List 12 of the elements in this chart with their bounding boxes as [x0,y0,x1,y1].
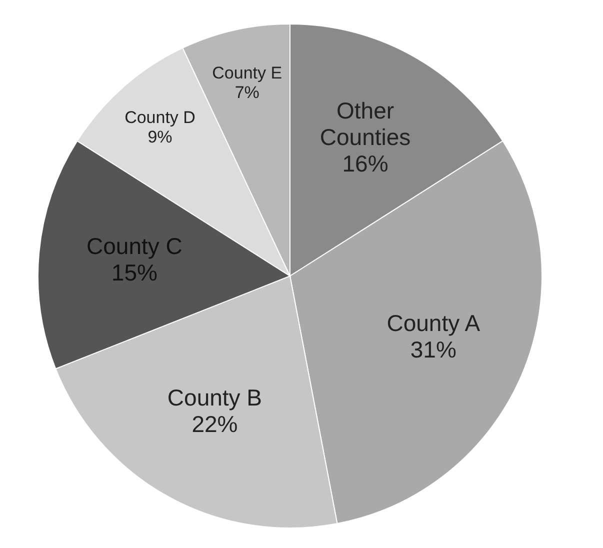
slice-label: County A [386,310,481,336]
data-label: 16% [342,150,388,177]
data-label: 15% [111,260,158,286]
data-label: 22% [192,411,238,438]
slice-label: County E [212,64,282,83]
slice-label: County C [86,233,182,260]
data-label: 7% [234,83,260,102]
slice-label: County D [124,108,196,128]
slice-label: Other Counties [320,98,411,150]
data-label: 9% [148,128,172,147]
slice-label: County B [167,384,262,411]
data-label: 31% [410,336,456,362]
